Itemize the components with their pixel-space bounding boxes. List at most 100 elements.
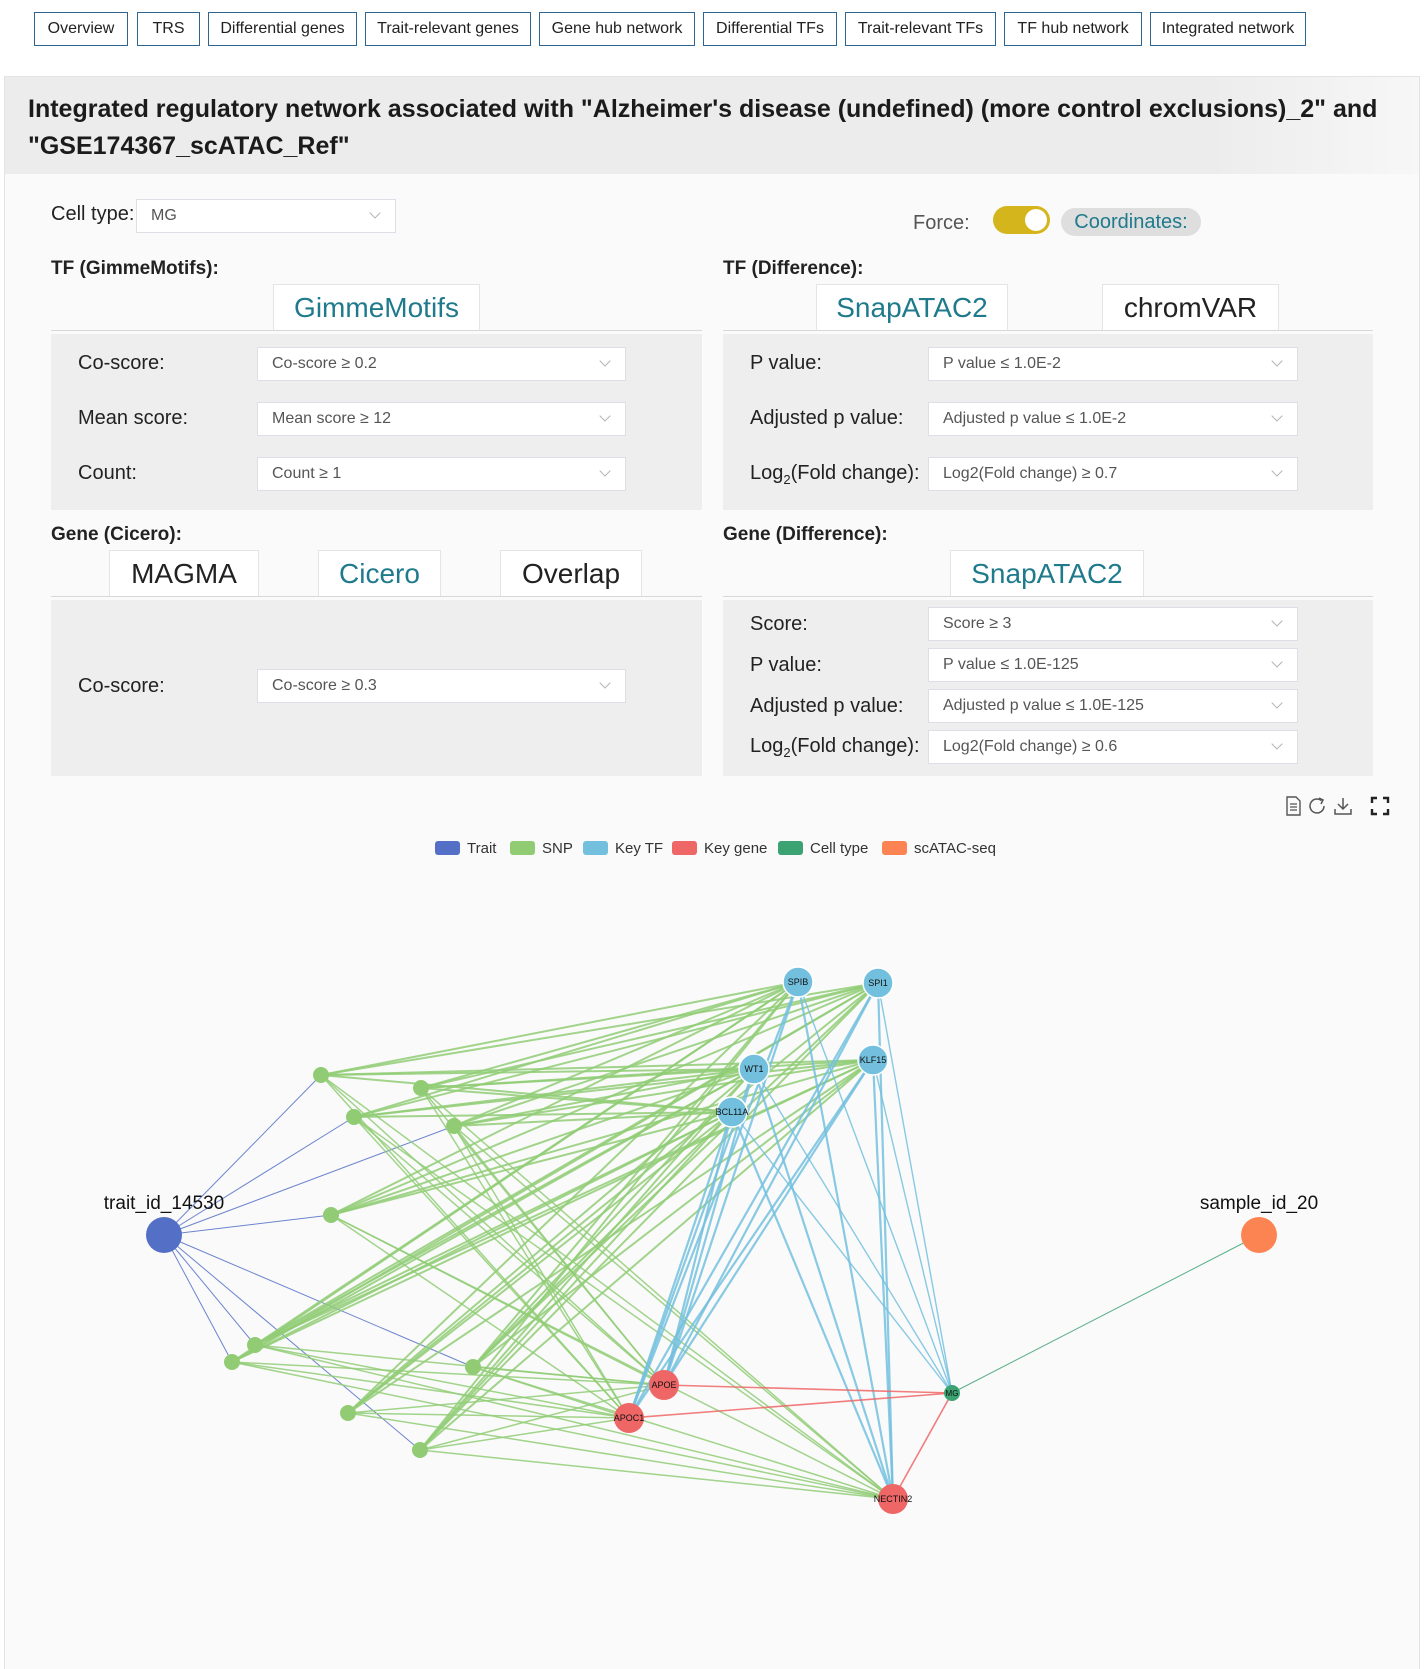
node-circle[interactable]: [465, 1359, 481, 1375]
edge-snp-gene: [453, 1125, 665, 1386]
force-label: Force:: [913, 212, 970, 234]
tab-gimmemotifs[interactable]: GimmeMotifs: [273, 284, 480, 330]
gene-p-value-select[interactable]: P value ≤ 1.0E-125: [928, 648, 1298, 682]
edge-snp-tf: [472, 1068, 755, 1368]
legend-item-trait[interactable]: Trait: [435, 838, 496, 858]
node-spib[interactable]: SPIB: [782, 966, 814, 998]
tf-p-value-select[interactable]: P value ≤ 1.0E-2: [928, 347, 1298, 381]
node-circle[interactable]: [146, 1217, 182, 1253]
node-snp[interactable]: [346, 1109, 362, 1125]
node-circle[interactable]: [224, 1354, 240, 1370]
tab-divider: [51, 330, 702, 331]
edge-snp-gene: [453, 1125, 630, 1419]
nav-trait-relevant-tfs[interactable]: Trait-relevant TFs: [845, 12, 996, 46]
node-sample-id-20[interactable]: sample_id_20: [1200, 1193, 1318, 1253]
node-circle[interactable]: [323, 1207, 339, 1223]
node-circle[interactable]: [878, 1484, 908, 1514]
tf-co-score-select[interactable]: Co-score ≥ 0.2: [257, 347, 626, 381]
node-circle[interactable]: [738, 1053, 770, 1085]
score-select[interactable]: Score ≥ 3: [928, 607, 1298, 641]
nav-trs[interactable]: TRS: [137, 12, 200, 46]
fullscreen-icon[interactable]: [1369, 795, 1391, 817]
edge-snp-gene: [330, 1214, 630, 1419]
nav-trait-relevant-genes[interactable]: Trait-relevant genes: [365, 12, 531, 46]
edge-tf-celltype: [731, 1111, 953, 1394]
tab-snapatac2-tf[interactable]: SnapATAC2: [816, 284, 1008, 330]
node-circle[interactable]: [716, 1096, 748, 1128]
node-circle[interactable]: [944, 1385, 960, 1401]
node-circle[interactable]: [346, 1109, 362, 1125]
node-wt1[interactable]: WT1: [738, 1053, 770, 1085]
edge-tf-gene: [662, 1111, 734, 1386]
legend-item-cell-type[interactable]: Cell type: [778, 838, 868, 858]
legend-item-key-gene[interactable]: Key gene: [672, 838, 767, 858]
node-apoe[interactable]: APOE: [649, 1370, 679, 1400]
legend-item-scatac-seq[interactable]: scATAC-seq: [882, 838, 996, 858]
node-bcl11a[interactable]: BCL11A: [716, 1096, 749, 1128]
nav-gene-hub-network[interactable]: Gene hub network: [539, 12, 695, 46]
edge-trait-snp: [163, 1125, 455, 1236]
node-circle[interactable]: [412, 1442, 428, 1458]
node-snp[interactable]: [413, 1080, 429, 1096]
node-circle[interactable]: [1241, 1217, 1277, 1253]
node-klf15[interactable]: KLF15: [857, 1044, 889, 1076]
mean-score-select[interactable]: Mean score ≥ 12: [257, 402, 626, 436]
node-spi1[interactable]: SPI1: [862, 967, 894, 999]
legend-swatch: [672, 841, 697, 855]
tab-overlap[interactable]: Overlap: [500, 550, 642, 596]
node-snp[interactable]: [340, 1405, 356, 1421]
node-snp[interactable]: [465, 1359, 481, 1375]
gene-adj-p-select[interactable]: Adjusted p value ≤ 1.0E-125: [928, 689, 1298, 723]
tab-magma[interactable]: MAGMA: [109, 550, 259, 596]
tf-log2fc-select[interactable]: Log2(Fold change) ≥ 0.7: [928, 457, 1298, 491]
node-circle[interactable]: [614, 1403, 644, 1433]
gene-co-score-label: Co-score:: [78, 675, 165, 697]
nav-integrated-network[interactable]: Integrated network: [1150, 12, 1306, 46]
nav-overview[interactable]: Overview: [34, 12, 128, 46]
nav-tf-hub-network[interactable]: TF hub network: [1004, 12, 1142, 46]
restore-icon[interactable]: [1306, 795, 1328, 817]
legend-item-key-tf[interactable]: Key TF: [583, 838, 663, 858]
node-trait-id-14530[interactable]: trait_id_14530: [104, 1193, 224, 1253]
gene-co-score-select[interactable]: Co-score ≥ 0.3: [257, 669, 626, 703]
node-circle[interactable]: [313, 1067, 329, 1083]
edge-tf-celltype: [877, 982, 953, 1394]
legend-label: Key TF: [615, 839, 664, 857]
node-snp[interactable]: [323, 1207, 339, 1223]
gene-p-value-label: P value:: [750, 654, 822, 676]
node-circle[interactable]: [340, 1405, 356, 1421]
save-image-icon[interactable]: [1332, 795, 1354, 817]
force-toggle[interactable]: [993, 206, 1050, 234]
legend-item-snp[interactable]: SNP: [510, 838, 573, 858]
tab-cicero[interactable]: Cicero: [318, 550, 441, 596]
gene-log2fc-select[interactable]: Log2(Fold change) ≥ 0.6: [928, 730, 1298, 764]
tf-log2fc-value: Log2(Fold change) ≥ 0.7: [943, 465, 1118, 482]
nav-differential-tfs[interactable]: Differential TFs: [703, 12, 837, 46]
node-nectin2[interactable]: NECTIN2: [874, 1484, 913, 1514]
node-circle[interactable]: [649, 1370, 679, 1400]
node-circle[interactable]: [247, 1337, 263, 1353]
tf-adj-p-select[interactable]: Adjusted p value ≤ 1.0E-2: [928, 402, 1298, 436]
cell-type-select[interactable]: MG: [136, 199, 396, 233]
count-value: Count ≥ 1: [272, 465, 342, 482]
tab-snapatac2-gene[interactable]: SnapATAC2: [950, 550, 1144, 596]
node-circle[interactable]: [857, 1044, 889, 1076]
node-mg[interactable]: MG: [944, 1385, 960, 1401]
node-circle[interactable]: [446, 1118, 462, 1134]
node-snp[interactable]: [224, 1354, 240, 1370]
node-snp[interactable]: [313, 1067, 329, 1083]
nav-differential-genes[interactable]: Differential genes: [208, 12, 357, 46]
node-circle[interactable]: [413, 1080, 429, 1096]
coordinates-button[interactable]: Coordinates:: [1061, 208, 1201, 236]
node-circle[interactable]: [782, 966, 814, 998]
node-snp[interactable]: [446, 1118, 462, 1134]
node-snp[interactable]: [247, 1337, 263, 1353]
tab-divider: [723, 330, 1373, 331]
tab-chromvar[interactable]: chromVAR: [1102, 284, 1279, 330]
node-snp[interactable]: [412, 1442, 428, 1458]
count-select[interactable]: Count ≥ 1: [257, 457, 626, 491]
node-circle[interactable]: [862, 967, 894, 999]
data-view-icon[interactable]: [1282, 795, 1304, 817]
node-apoc1[interactable]: APOC1: [614, 1403, 645, 1433]
